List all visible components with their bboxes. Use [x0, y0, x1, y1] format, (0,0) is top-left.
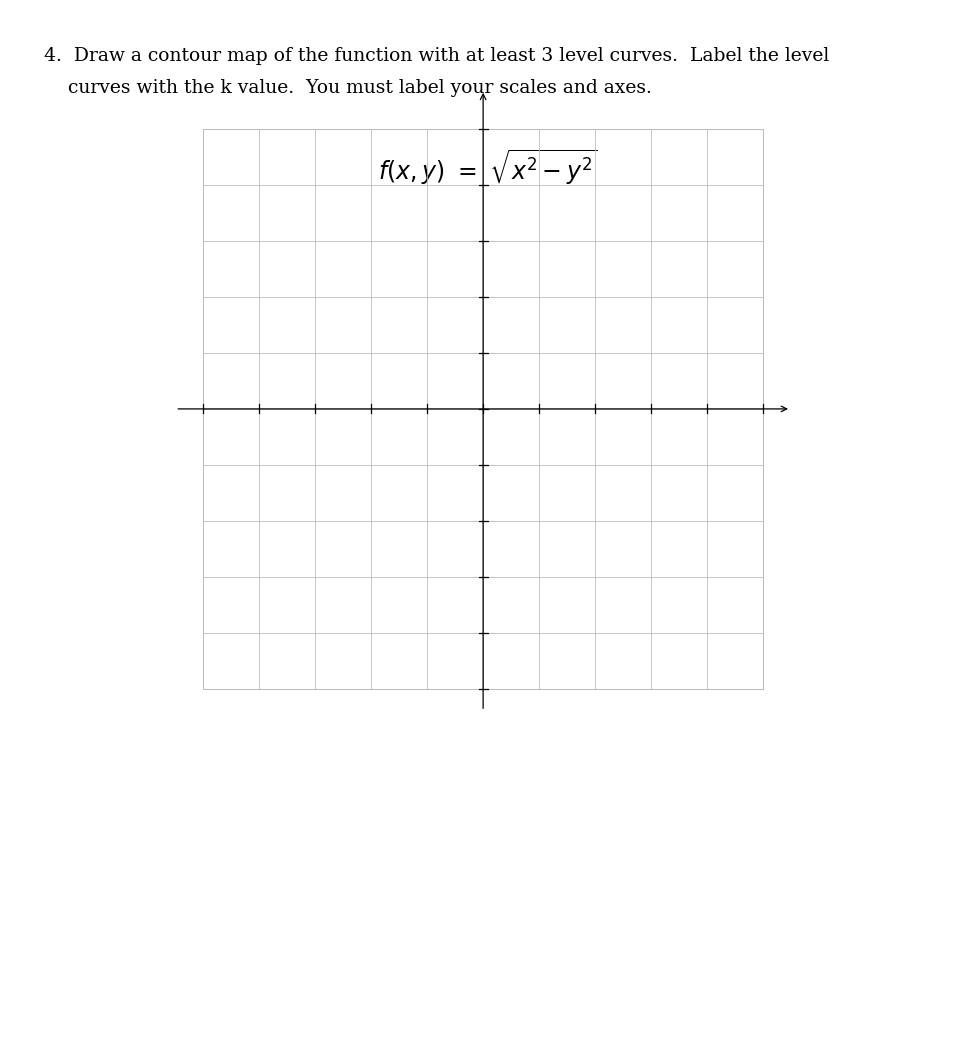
Text: 4.  Draw a contour map of the function with at least 3 level curves.  Label the : 4. Draw a contour map of the function wi…: [44, 47, 830, 65]
Text: $f(x, y)  \ =\  \sqrt{x^2 - y^2}$: $f(x, y) \ =\ \sqrt{x^2 - y^2}$: [378, 148, 598, 188]
Text: curves with the k value.  You must label your scales and axes.: curves with the k value. You must label …: [44, 79, 652, 97]
